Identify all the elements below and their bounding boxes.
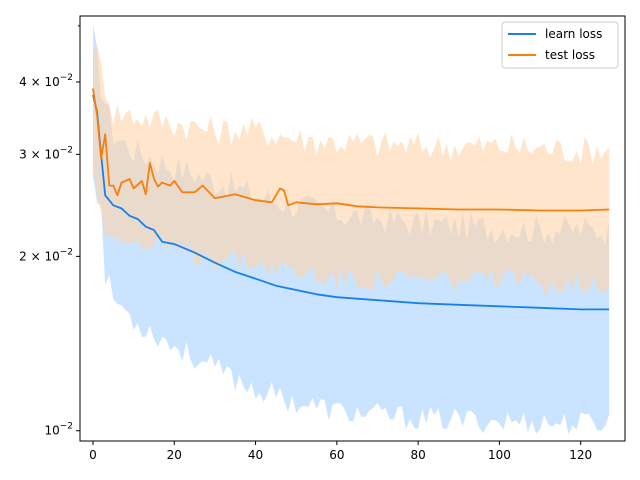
x-axis: 0 20 40 60 80 100 120	[89, 441, 592, 462]
y-tick-label: 2 × 10−2	[19, 247, 73, 263]
x-tick-label: 120	[569, 448, 592, 462]
legend: learn loss test loss	[501, 21, 619, 69]
x-tick-label: 100	[488, 448, 511, 462]
legend-label: learn loss	[545, 27, 602, 41]
y-axis: 10−2 2 × 10−2 3 × 10−2 4 × 10−2	[19, 25, 80, 438]
band-test-loss	[93, 45, 610, 295]
x-tick-label: 60	[329, 448, 344, 462]
x-tick-label: 40	[248, 448, 263, 462]
line-test-loss	[92, 88, 610, 212]
x-tick-label: 80	[410, 448, 425, 462]
y-tick-label: 10−2	[44, 422, 73, 438]
legend-label: test loss	[545, 48, 595, 62]
plot-frame	[79, 15, 626, 442]
x-tick-label: 0	[89, 448, 97, 462]
line-learn-loss	[92, 94, 610, 311]
y-tick-label: 3 × 10−2	[19, 145, 73, 161]
lines-layer	[92, 88, 610, 311]
x-tick-label: 20	[167, 448, 182, 462]
y-tick-label: 4 × 10−2	[19, 73, 73, 89]
bands-layer	[93, 24, 610, 435]
